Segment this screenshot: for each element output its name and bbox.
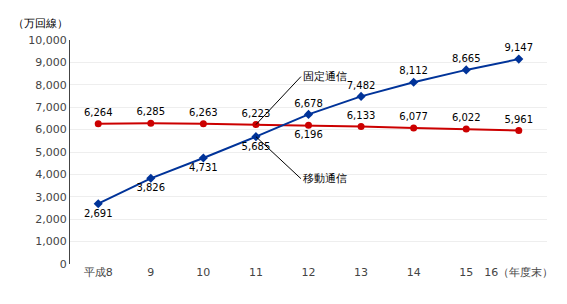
svg-text:固定通信: 固定通信 xyxy=(303,70,347,83)
svg-text:3,000: 3,000 xyxy=(35,191,67,204)
svg-text:9,000: 9,000 xyxy=(35,56,67,69)
svg-text:0: 0 xyxy=(60,258,67,271)
svg-text:6,264: 6,264 xyxy=(84,107,113,118)
svg-text:3,826: 3,826 xyxy=(136,182,165,193)
svg-text:9,147: 9,147 xyxy=(504,42,533,53)
svg-text:6,000: 6,000 xyxy=(35,123,67,136)
svg-text:7,000: 7,000 xyxy=(35,101,67,114)
svg-text:（万回線）: （万回線） xyxy=(13,17,68,30)
svg-text:平成8: 平成8 xyxy=(84,266,113,279)
svg-text:2,000: 2,000 xyxy=(35,213,67,226)
svg-text:9: 9 xyxy=(147,266,154,279)
svg-text:5,961: 5,961 xyxy=(504,114,533,125)
svg-text:4,000: 4,000 xyxy=(35,168,67,181)
svg-text:5,000: 5,000 xyxy=(35,146,67,159)
svg-text:1,000: 1,000 xyxy=(35,235,67,248)
svg-text:15: 15 xyxy=(459,266,473,279)
svg-text:7,482: 7,482 xyxy=(347,80,376,91)
svg-text:11: 11 xyxy=(249,266,263,279)
svg-text:5,685: 5,685 xyxy=(242,141,271,152)
svg-text:6,022: 6,022 xyxy=(452,112,481,123)
svg-text:8,000: 8,000 xyxy=(35,79,67,92)
svg-text:14: 14 xyxy=(407,266,421,279)
svg-text:16（年度末）: 16（年度末） xyxy=(484,266,553,279)
svg-text:6,263: 6,263 xyxy=(189,107,218,118)
svg-text:12: 12 xyxy=(302,266,316,279)
svg-text:8,665: 8,665 xyxy=(452,53,481,64)
svg-text:4,731: 4,731 xyxy=(189,162,218,173)
svg-text:8,112: 8,112 xyxy=(399,65,428,76)
svg-text:6,223: 6,223 xyxy=(242,108,271,119)
svg-text:10,000: 10,000 xyxy=(28,34,67,47)
svg-text:6,285: 6,285 xyxy=(136,106,165,117)
svg-text:2,691: 2,691 xyxy=(84,208,113,219)
svg-text:6,196: 6,196 xyxy=(294,129,323,140)
svg-text:6,678: 6,678 xyxy=(294,98,323,109)
svg-text:10: 10 xyxy=(196,266,210,279)
svg-text:6,133: 6,133 xyxy=(347,110,376,121)
svg-text:6,077: 6,077 xyxy=(399,111,428,122)
svg-text:13: 13 xyxy=(354,266,368,279)
svg-text:移動通信: 移動通信 xyxy=(303,172,347,185)
